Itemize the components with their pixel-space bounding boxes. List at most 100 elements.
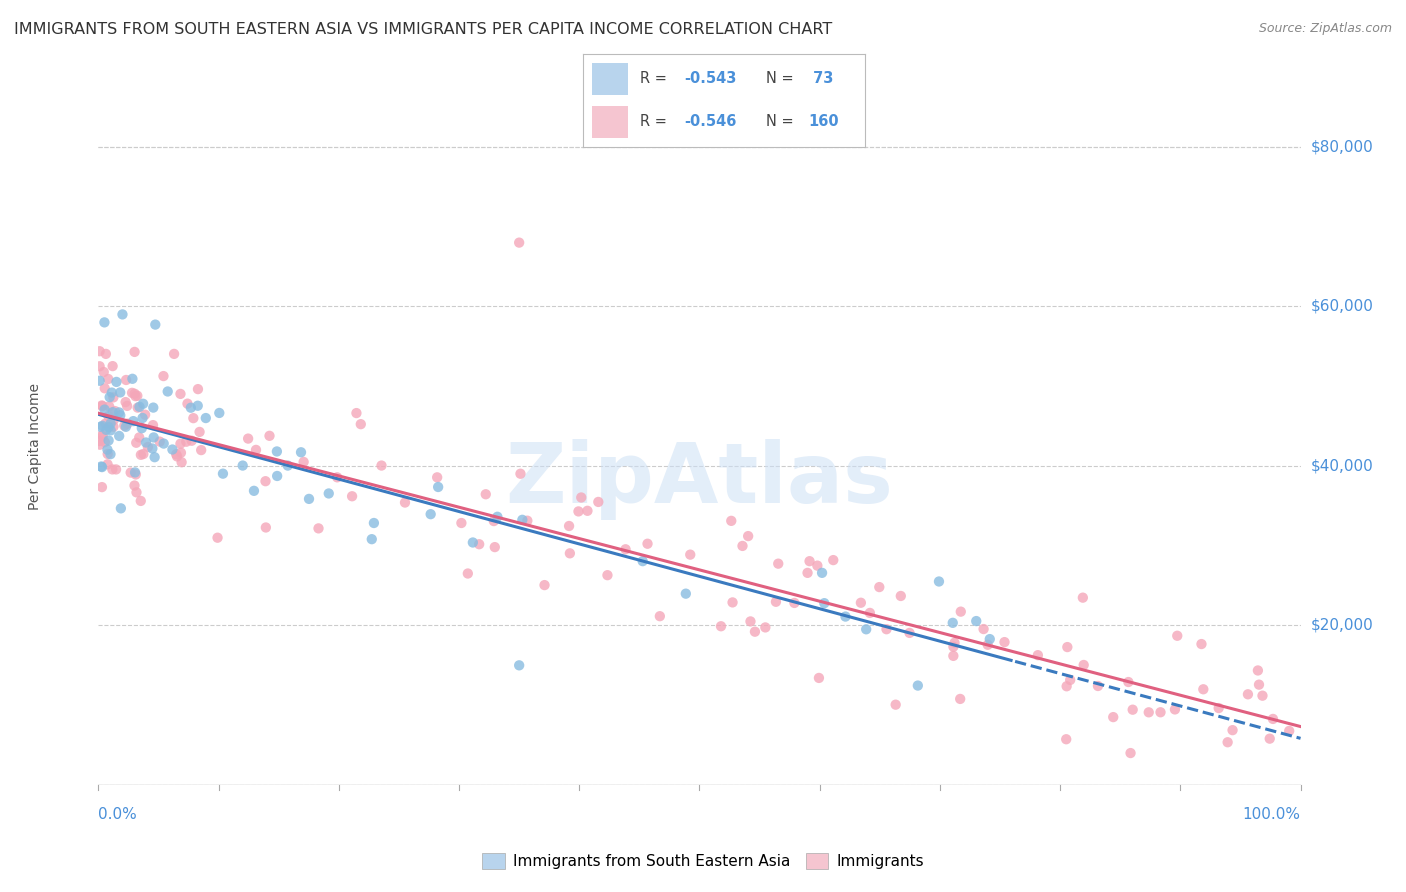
Point [754,620,776,634]
Point [94,347,117,361]
Point [194,411,217,425]
Point [91,429,114,443]
Point [807,671,830,685]
Point [90,399,112,413]
Point [117,417,139,431]
Point [1216,735,1239,749]
FancyBboxPatch shape [592,63,628,95]
Point [169,436,191,450]
Point [558,546,581,560]
Point [125,435,148,450]
Point [103,412,125,426]
Point [588,495,610,509]
Point [508,235,530,250]
Point [97,420,120,434]
Point [484,540,506,554]
Point [103,391,125,405]
Point [94,435,117,450]
Point [100,447,122,461]
Point [93,315,115,329]
Text: N =: N = [766,71,794,87]
Point [170,455,193,469]
Point [1026,648,1049,662]
Point [97,409,120,424]
Point [101,359,124,373]
Point [637,537,659,551]
Point [737,529,759,543]
Point [720,514,742,528]
Point [128,430,150,444]
Point [143,450,166,465]
Point [101,405,124,419]
Point [89,374,111,388]
Point [128,400,150,414]
Point [1087,679,1109,693]
Point [942,640,965,654]
Point [124,386,146,401]
Point [136,440,159,454]
Point [96,442,118,457]
Point [813,596,835,610]
Point [93,402,115,417]
Point [131,421,153,435]
Point [142,401,165,415]
Point [512,513,534,527]
Point [170,446,193,460]
Point [93,365,115,379]
Point [721,595,744,609]
Point [308,521,330,535]
Point [993,635,1015,649]
Point [89,438,111,452]
Point [169,387,191,401]
Point [121,372,143,386]
Point [90,459,112,474]
Legend: Immigrants from South Eastern Asia, Immigrants: Immigrants from South Eastern Asia, Immi… [477,847,929,875]
Point [115,373,138,387]
Point [482,514,505,528]
Text: Per Capita Income: Per Capita Income [28,383,42,509]
Point [96,423,118,437]
Point [176,434,198,449]
Point [89,419,111,434]
Point [112,418,135,433]
Point [89,359,111,374]
Point [710,619,733,633]
Point [744,624,766,639]
Point [94,417,117,431]
Point [1208,701,1230,715]
Point [783,596,806,610]
Text: -0.543: -0.543 [685,71,737,87]
Point [679,548,702,562]
Point [93,381,115,395]
Point [91,399,114,413]
Point [125,467,148,482]
Point [1191,637,1213,651]
Point [91,418,114,433]
Point [254,474,277,488]
Point [823,553,845,567]
Point [90,428,112,442]
Point [1261,712,1284,726]
Point [176,397,198,411]
Point [457,566,479,581]
Point [1118,675,1140,690]
Text: IMMIGRANTS FROM SOUTH EASTERN ASIA VS IMMIGRANTS PER CAPITA INCOME CORRELATION C: IMMIGRANTS FROM SOUTH EASTERN ASIA VS IM… [14,22,832,37]
Point [105,462,128,476]
Point [91,480,114,494]
Point [1059,673,1081,687]
Point [141,442,163,456]
Point [326,470,349,484]
Text: 100.0%: 100.0% [1243,807,1301,822]
Point [1258,731,1281,746]
Point [127,389,149,403]
Point [614,542,637,557]
Point [1119,746,1142,760]
Point [165,447,187,461]
Point [111,307,134,321]
Text: $20,000: $20,000 [1310,618,1374,633]
Point [508,658,530,673]
Point [350,417,373,432]
Point [768,557,790,571]
Point [1247,664,1270,678]
Point [765,595,787,609]
